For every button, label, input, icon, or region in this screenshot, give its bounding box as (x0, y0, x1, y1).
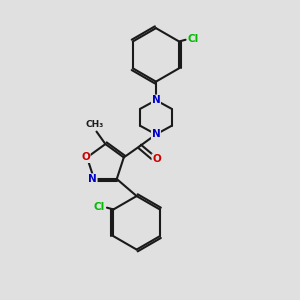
Text: O: O (81, 152, 90, 162)
Text: CH₃: CH₃ (86, 121, 104, 130)
Text: N: N (152, 95, 160, 105)
Text: O: O (152, 154, 161, 164)
Text: Cl: Cl (188, 34, 199, 44)
Text: N: N (152, 129, 160, 140)
Text: Cl: Cl (94, 202, 105, 212)
Text: N: N (88, 174, 97, 184)
